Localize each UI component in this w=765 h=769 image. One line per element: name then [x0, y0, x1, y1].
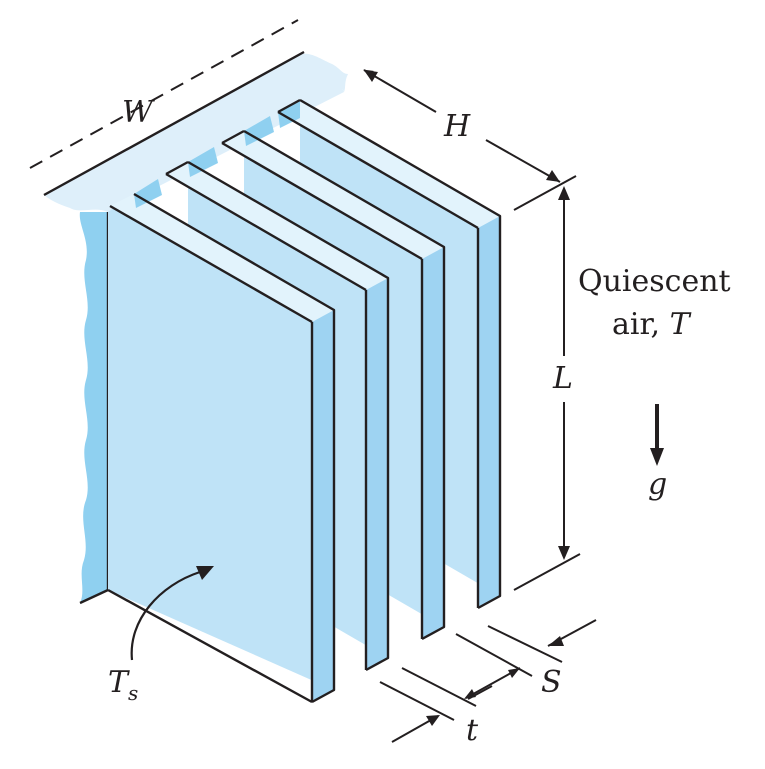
label-width-w: W — [122, 95, 155, 130]
label-quiescent: Quiescent — [578, 264, 731, 299]
thickness-dimension — [379, 667, 493, 743]
label-spacing-s: S — [541, 665, 562, 700]
spacing-dimension — [455, 619, 597, 699]
gravity-arrow-icon — [650, 404, 664, 466]
label-surface-temp: Ts — [108, 665, 138, 705]
label-gravity-g: g — [648, 467, 667, 502]
label-length-l: L — [552, 361, 573, 396]
width-dashed-line — [29, 19, 299, 169]
label-air: air, T — [612, 307, 692, 342]
surface-temperature-arrow-icon — [130, 566, 214, 661]
height-dimension — [363, 69, 577, 211]
label-thickness-t: t — [466, 713, 479, 748]
length-dimension — [513, 186, 581, 591]
label-height-h: H — [443, 109, 471, 144]
fin-1 — [107, 179, 336, 704]
